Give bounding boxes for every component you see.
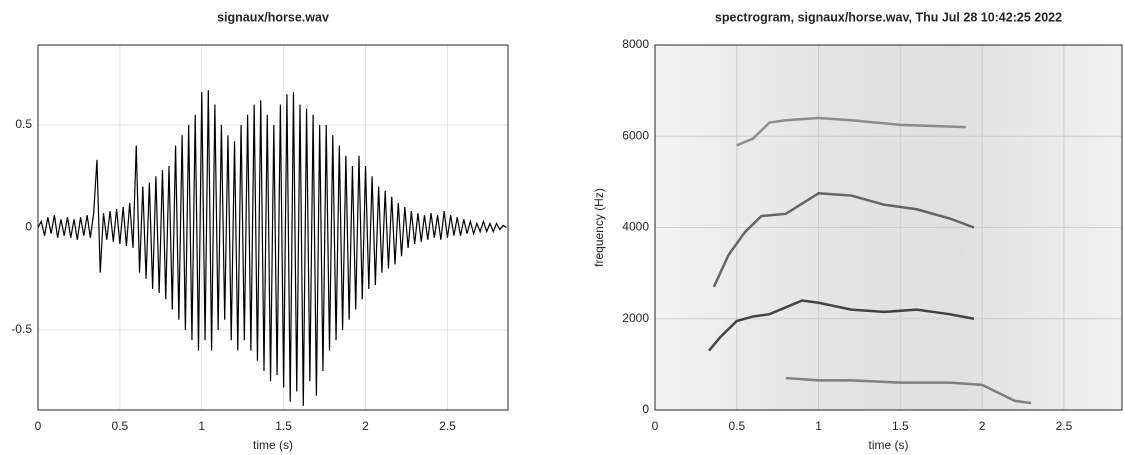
x-tick-label: 1.5: [275, 419, 292, 433]
x-tick-label: 1: [198, 419, 205, 433]
chart-title: spectrogram, signaux/horse.wav, Thu Jul …: [715, 10, 1062, 24]
y-axis-label: frequency (Hz): [592, 188, 606, 267]
x-tick-label: 2: [362, 419, 369, 433]
y-tick-label: 0: [25, 220, 32, 234]
y-tick-label: 4000: [622, 220, 649, 234]
x-tick-label: 0: [35, 419, 42, 433]
y-tick-label: 0: [642, 402, 649, 416]
y-tick-label: 8000: [622, 37, 649, 51]
x-tick-label: 2.5: [439, 419, 456, 433]
x-tick-label: 1: [815, 419, 822, 433]
waveform: [37, 90, 507, 406]
x-tick-label: 0: [652, 419, 659, 433]
y-tick-label: 0.5: [15, 117, 32, 131]
x-tick-label: 1.5: [892, 419, 909, 433]
x-tick-label: 0.5: [112, 419, 129, 433]
x-tick-label: 2: [979, 419, 986, 433]
x-axis-label: time (s): [869, 438, 909, 452]
chart-title: signaux/horse.wav: [217, 10, 329, 24]
x-axis-label: time (s): [253, 438, 293, 452]
y-tick-label: 2000: [622, 311, 649, 325]
harmonic-track: [736, 116, 966, 147]
x-tick-label: 0.5: [728, 419, 745, 433]
harmonic-track: [708, 299, 975, 352]
harmonic-track: [712, 192, 975, 288]
x-tick-label: 2.5: [1056, 419, 1073, 433]
y-tick-label: 6000: [622, 128, 649, 142]
y-tick-label: -0.5: [11, 322, 32, 336]
plot-frame: [654, 44, 1123, 411]
plot-frame: [37, 44, 509, 411]
harmonic-track: [785, 376, 1032, 405]
